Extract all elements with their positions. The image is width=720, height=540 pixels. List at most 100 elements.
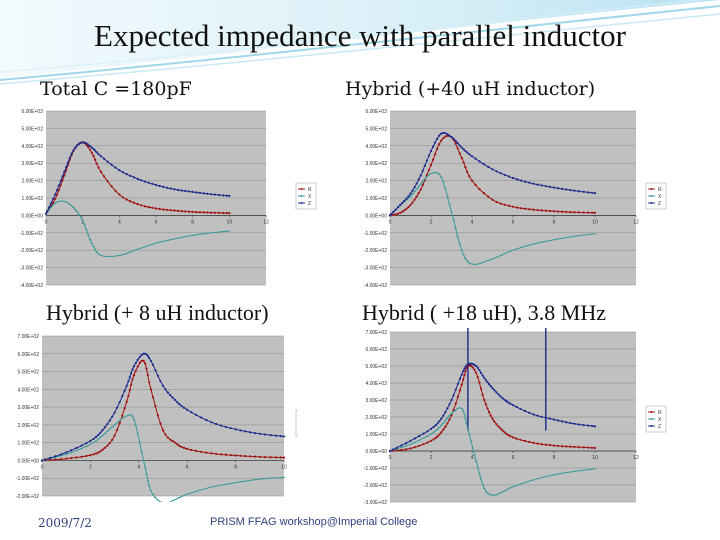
data-point-R <box>442 137 445 140</box>
data-point-R <box>463 374 466 377</box>
data-point-R <box>593 211 597 214</box>
data-point-Z <box>85 442 88 445</box>
data-point-Z <box>44 458 47 461</box>
chart-label-total-c: Total C =180pF <box>40 78 192 100</box>
data-point-Z <box>501 397 504 400</box>
data-point-Z <box>234 428 237 431</box>
data-point-R <box>125 400 128 403</box>
data-point-R <box>446 422 449 425</box>
data-point-Z <box>440 132 443 135</box>
data-point-R <box>569 211 572 214</box>
data-point-R <box>507 433 510 437</box>
data-point-Z <box>561 187 564 190</box>
data-point-R <box>432 438 435 441</box>
y-tick-label: 1.00E+02 <box>17 441 39 447</box>
data-point-Z <box>442 131 445 134</box>
slide-title: Expected impedance with parallel inducto… <box>94 18 626 53</box>
data-point-R <box>180 445 183 448</box>
data-point-Z <box>413 186 416 189</box>
data-point-Z <box>65 166 68 169</box>
data-point-Z <box>503 173 506 177</box>
data-point-Z <box>489 384 492 388</box>
data-point-R <box>70 456 73 460</box>
data-point-R <box>173 209 176 212</box>
data-point-Z <box>540 415 543 418</box>
data-point-Z <box>132 176 136 179</box>
data-point-Z <box>206 192 209 195</box>
data-point-Z <box>77 142 81 145</box>
data-point-Z <box>121 171 125 174</box>
data-point-R <box>200 450 203 453</box>
data-point-Z <box>173 188 176 191</box>
x-tick-label: 2 <box>430 455 433 461</box>
data-point-R <box>417 192 420 195</box>
data-point-R <box>114 189 117 192</box>
data-point-Z <box>187 190 191 193</box>
data-point-R <box>473 368 476 371</box>
data-point-Z <box>476 366 479 369</box>
data-point-R <box>438 433 441 436</box>
data-point-Z <box>89 439 92 442</box>
data-point-Z <box>456 382 460 386</box>
data-point-R <box>503 431 506 434</box>
chart-legend: RXZ <box>645 182 667 210</box>
data-point-Z <box>487 383 491 386</box>
data-point-Z <box>161 384 165 387</box>
data-point-R <box>499 427 502 430</box>
data-point-Z <box>102 157 106 160</box>
data-point-Z <box>174 398 177 402</box>
footer-event: PRISM FFAG workshop@Imperial College <box>210 516 418 528</box>
y-tick-label: 4.00E+02 <box>17 387 39 393</box>
y-tick-label: 2.00E+02 <box>17 423 39 429</box>
data-point-R <box>65 457 68 460</box>
data-point-Z <box>561 420 564 423</box>
data-point-Z <box>61 175 64 178</box>
data-point-R <box>431 158 435 161</box>
legend-label-Z: Z <box>658 424 661 430</box>
data-point-Z <box>140 179 143 182</box>
data-point-R <box>511 436 515 439</box>
data-point-R <box>536 208 539 212</box>
data-point-Z <box>462 148 465 151</box>
data-point-Z <box>582 190 585 193</box>
data-point-R <box>487 411 491 414</box>
data-point-R <box>145 367 148 370</box>
data-point-Z <box>462 370 465 373</box>
data-point-R <box>565 445 568 448</box>
data-point-R <box>464 369 467 373</box>
data-point-R <box>180 210 183 213</box>
header-swoosh-decoration <box>0 0 720 85</box>
y-tick-label: 6.00E+02 <box>17 352 39 358</box>
chart-legend: RXZ <box>295 409 298 437</box>
data-point-R <box>470 179 474 182</box>
data-point-R <box>486 407 489 410</box>
data-point-R <box>582 211 585 214</box>
data-point-Z <box>128 376 131 379</box>
data-point-Z <box>229 427 232 430</box>
data-point-R <box>509 435 512 438</box>
data-point-R <box>489 414 492 417</box>
data-point-Z <box>239 429 242 432</box>
data-point-Z <box>478 160 481 163</box>
y-tick-label: 1.00E+02 <box>21 196 43 202</box>
data-point-Z <box>219 424 223 427</box>
data-point-Z <box>415 182 418 185</box>
data-point-Z <box>180 404 183 407</box>
data-point-Z <box>442 414 445 417</box>
data-point-R <box>452 408 455 411</box>
data-point-Z <box>468 362 471 365</box>
y-tick-label: 4.00E+02 <box>365 144 387 150</box>
data-point-Z <box>95 151 98 154</box>
data-point-Z <box>429 149 433 153</box>
data-point-R <box>429 163 433 167</box>
data-point-R <box>146 373 149 377</box>
data-point-Z <box>473 363 476 366</box>
footer-date: 2009/7/2 <box>38 516 92 530</box>
data-point-R <box>528 440 531 444</box>
data-point-Z <box>482 163 485 166</box>
data-point-Z <box>59 179 62 183</box>
y-tick-label: -1.00E+02 <box>364 466 387 472</box>
data-point-Z <box>577 423 581 426</box>
data-point-R <box>544 209 547 212</box>
legend-label-X: X <box>658 417 662 423</box>
